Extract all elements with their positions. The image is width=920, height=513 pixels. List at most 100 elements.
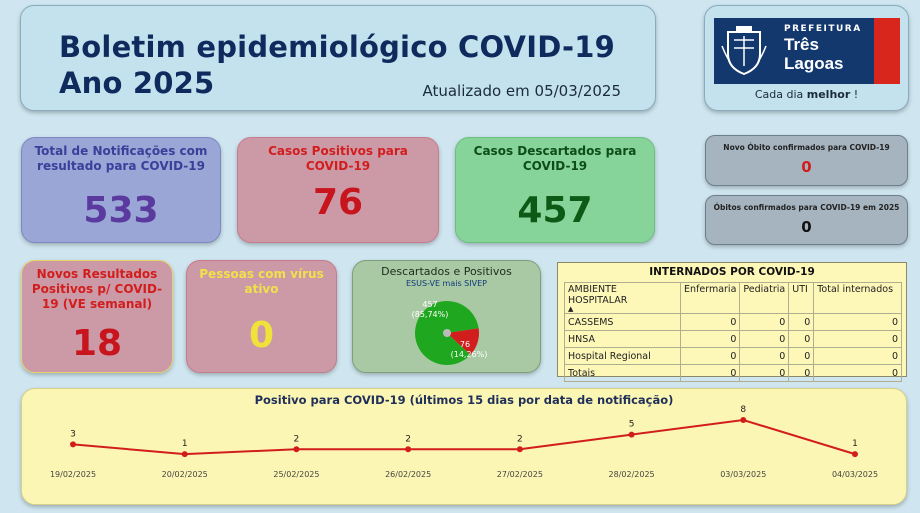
logo-prefeitura-text: PREFEITURA xyxy=(784,24,862,34)
data-point[interactable] xyxy=(405,446,412,453)
cell-hospital: Totais xyxy=(564,364,681,382)
logo-card: PREFEITURA Três Lagoas Cada dia melhor ! xyxy=(704,5,909,111)
cell-hospital: Hospital Regional xyxy=(564,347,681,365)
line-chart-card: Positivo para COVID-19 (últimos 15 dias … xyxy=(21,388,907,505)
kpi-value: 18 xyxy=(71,323,123,364)
x-tick-label: 26/02/2025 xyxy=(385,470,431,479)
column-header-label: AMBIENTE HOSPITALAR xyxy=(568,284,628,306)
cell-value: 0 xyxy=(788,330,815,348)
cell-value: 0 xyxy=(739,364,790,382)
column-header-pediatria[interactable]: Pediatria xyxy=(739,282,790,314)
column-header-enfermaria[interactable]: Enfermaria xyxy=(679,282,741,314)
total-deaths-label: Óbitos confirmados para COVID-19 em 2025 xyxy=(713,203,900,212)
data-label: 5 xyxy=(629,420,635,430)
x-tick-label: 28/02/2025 xyxy=(609,470,655,479)
sort-arrow-icon[interactable]: ▲ xyxy=(568,305,574,313)
line-chart[interactable]: 3 19/02/2025 1 20/02/2025 2 25/02/2025 2 26/02/… xyxy=(22,389,906,504)
data-point[interactable] xyxy=(628,431,635,438)
kpi-label: Novos Resultados Positivos p/ COVID-19 (… xyxy=(31,267,163,311)
page-title: Boletim epidemiológico COVID-19 xyxy=(59,30,615,64)
total-deaths-card: Óbitos confirmados para COVID-19 em 2025… xyxy=(705,195,908,245)
table-title: INTERNADOS POR COVID-19 xyxy=(649,266,815,278)
tagline-suffix: ! xyxy=(850,88,859,101)
column-header-ambiente[interactable]: AMBIENTE HOSPITALAR ▲ xyxy=(564,282,681,314)
pie-label-pct: (14,26%) xyxy=(451,350,488,359)
hospitalized-table: AMBIENTE HOSPITALAR ▲ Enfermaria Pediatri… xyxy=(564,282,902,382)
data-point[interactable] xyxy=(740,417,747,423)
cell-value: 0 xyxy=(813,347,902,365)
x-tick-label: 04/03/2025 xyxy=(832,470,878,479)
new-deaths-card: Novo Óbito confirmados para COVID-19 0 xyxy=(705,135,908,186)
updated-date: Atualizado em 05/03/2025 xyxy=(422,82,621,100)
x-tick-label: 20/02/2025 xyxy=(162,470,208,479)
kpi-label: Casos Positivos para COVID-19 xyxy=(268,144,408,173)
kpi-value: 0 xyxy=(248,315,275,356)
kpi-total-notifications: Total de Notificações com resultado para… xyxy=(21,137,221,243)
table-row: CASSEMS 0 0 0 0 xyxy=(564,313,902,331)
new-deaths-value: 0 xyxy=(801,158,812,176)
data-label: 2 xyxy=(294,434,300,444)
cell-value: 0 xyxy=(679,330,741,348)
pie-slice-positive[interactable] xyxy=(447,328,479,355)
header-card: Boletim epidemiológico COVID-19 Ano 2025… xyxy=(20,5,656,111)
cell-hospital: CASSEMS xyxy=(564,313,681,331)
data-point[interactable] xyxy=(852,451,858,458)
pie-chart-subtitle: ESUS-VE mais SIVEP xyxy=(406,279,487,288)
table-row: HNSA 0 0 0 0 xyxy=(564,330,902,348)
kpi-positive-cases: Casos Positivos para COVID-19 76 xyxy=(237,137,439,243)
data-label: 2 xyxy=(517,434,523,444)
kpi-new-positive-results: Novos Resultados Positivos p/ COVID-19 (… xyxy=(21,260,173,373)
x-tick-label: 27/02/2025 xyxy=(497,470,543,479)
pie-chart[interactable]: 457 (85,74%) 76 (14,26%) xyxy=(383,291,513,371)
cell-value: 0 xyxy=(813,364,902,382)
kpi-label: Casos Descartados para COVID-19 xyxy=(473,144,637,173)
data-point[interactable] xyxy=(181,451,188,458)
series-line xyxy=(72,418,856,456)
logo-tagline: Cada dia melhor ! xyxy=(705,88,908,101)
pie-chart-card: Descartados e Positivos ESUS-VE mais SIV… xyxy=(352,260,541,373)
new-deaths-label: Novo Óbito confirmados para COVID-19 xyxy=(723,143,890,152)
pie-center-dot xyxy=(443,329,451,337)
page-subtitle-year: Ano 2025 xyxy=(59,66,215,100)
kpi-label: Pessoas com vírus ativo xyxy=(199,267,324,296)
data-label: 1 xyxy=(852,439,858,449)
logo-red-stripe xyxy=(874,18,900,84)
data-label: 1 xyxy=(182,439,188,449)
cell-value: 0 xyxy=(813,313,902,331)
kpi-discarded-cases: Casos Descartados para COVID-19 457 xyxy=(455,137,655,243)
cell-hospital: HNSA xyxy=(564,330,681,348)
cell-value: 0 xyxy=(788,364,815,382)
tagline-prefix: Cada dia xyxy=(754,88,807,101)
cell-value: 0 xyxy=(679,364,741,382)
table-row: Hospital Regional 0 0 0 0 xyxy=(564,347,902,365)
x-tick-label: 19/02/2025 xyxy=(50,470,96,479)
total-deaths-value: 0 xyxy=(801,218,812,236)
cell-value: 0 xyxy=(788,347,815,365)
cell-value: 0 xyxy=(788,313,815,331)
data-point[interactable] xyxy=(516,446,523,453)
column-header-uti[interactable]: UTI xyxy=(788,282,815,314)
data-label: 8 xyxy=(740,405,746,415)
data-label: 2 xyxy=(405,434,411,444)
hospitalized-table-card: INTERNADOS POR COVID-19 AMBIENTE HOSPITA… xyxy=(557,262,907,382)
logo-city-line2: Lagoas xyxy=(784,54,844,73)
cell-value: 0 xyxy=(739,347,790,365)
x-tick-label: 03/03/2025 xyxy=(720,470,766,479)
cell-value: 0 xyxy=(813,330,902,348)
kpi-value: 533 xyxy=(83,190,159,231)
data-label: 3 xyxy=(70,429,76,439)
x-tick-label: 25/02/2025 xyxy=(273,470,319,479)
table-row-totals: Totais 0 0 0 0 xyxy=(564,364,902,382)
logo-city-line1: Três xyxy=(784,35,819,54)
kpi-value: 76 xyxy=(312,182,364,223)
kpi-label: Total de Notificações com resultado para… xyxy=(34,144,208,173)
city-crest-icon xyxy=(721,26,767,76)
cell-value: 0 xyxy=(679,313,741,331)
data-point[interactable] xyxy=(70,441,76,448)
cell-value: 0 xyxy=(679,347,741,365)
line-chart-title: Positivo para COVID-19 (últimos 15 dias … xyxy=(254,393,674,407)
cell-value: 0 xyxy=(739,313,790,331)
city-logo: PREFEITURA Três Lagoas xyxy=(714,18,900,84)
column-header-total[interactable]: Total internados xyxy=(813,282,902,314)
data-point[interactable] xyxy=(293,446,300,453)
